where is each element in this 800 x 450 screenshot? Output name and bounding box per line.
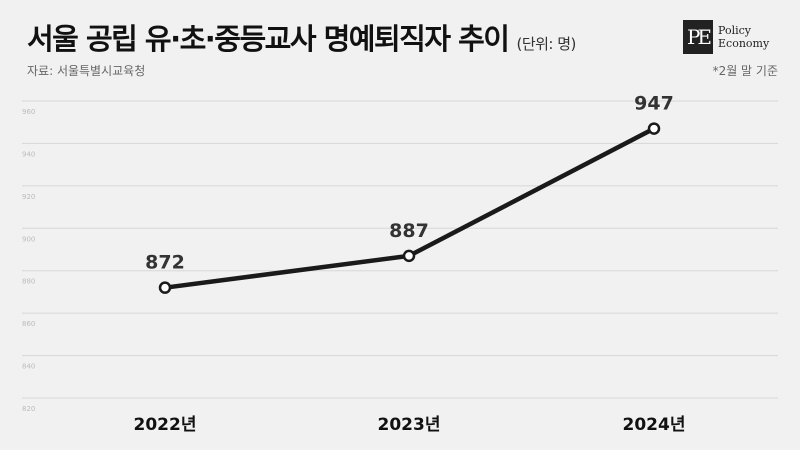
y-tick-label: 920 [22, 193, 35, 201]
data-point [158, 281, 172, 294]
source-label: 자료: 서울특별시교육청 [27, 64, 146, 78]
y-tick-label: 860 [22, 320, 35, 328]
logo-line-2: Economy [718, 37, 770, 50]
y-tick-label: 940 [22, 150, 35, 158]
title-row: 서울 공립 유·초·중등교사 명예퇴직자 추이 (단위: 명) [27, 16, 576, 58]
x-tick-label: 2022년 [134, 415, 197, 435]
y-tick-label: 880 [22, 278, 35, 286]
data-label: 947 [634, 93, 674, 115]
x-tick-label: 2023년 [378, 415, 441, 435]
y-tick-label: 900 [22, 235, 35, 243]
chart-title: 서울 공립 유·초·중등교사 명예퇴직자 추이 [27, 22, 510, 56]
y-tick-label: 820 [22, 405, 35, 413]
logo-wordmark: Policy Economy [718, 24, 769, 50]
data-label: 872 [145, 252, 185, 274]
unit-label: (단위: 명) [516, 35, 576, 53]
publisher-logo: PE Policy Economy [683, 20, 769, 54]
footnote: *2월 말 기준 [712, 64, 778, 78]
y-tick-label: 840 [22, 363, 35, 371]
logo-mark: PE [683, 20, 713, 54]
series-line [162, 126, 657, 290]
logo-line-1: Policy [718, 24, 751, 37]
data-label: 887 [389, 220, 429, 242]
data-point [647, 122, 661, 135]
x-tick-label: 2024년 [623, 415, 686, 435]
y-tick-label: 960 [22, 108, 35, 116]
data-point [402, 249, 416, 263]
